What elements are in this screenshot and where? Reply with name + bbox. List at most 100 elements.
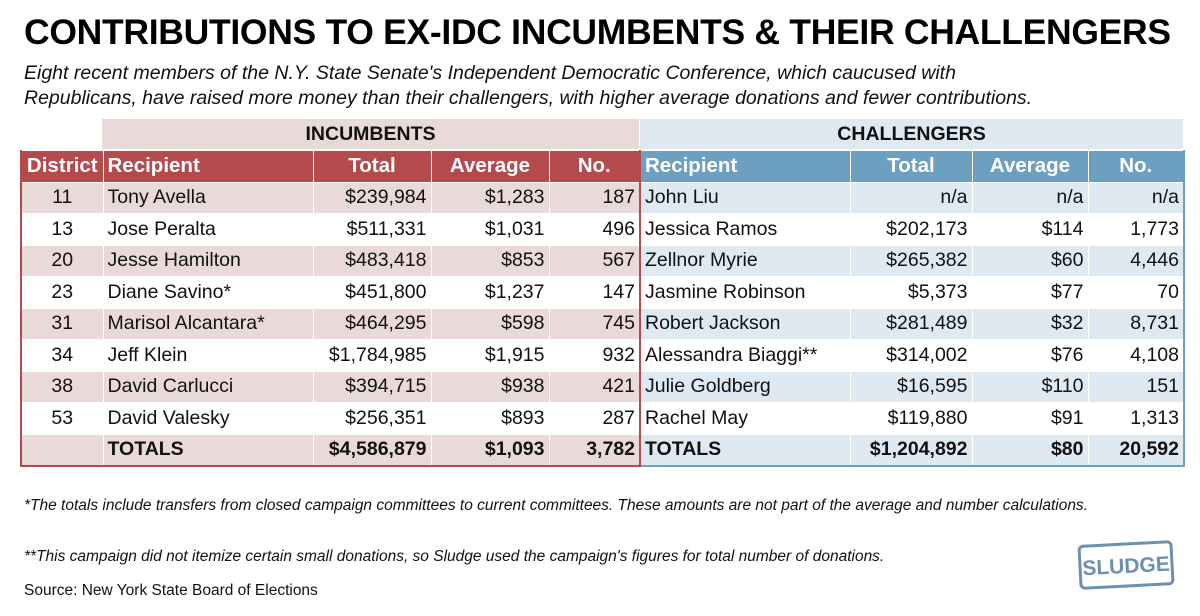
footnote-2: **This campaign did not itemize certain …	[24, 548, 885, 565]
district-cell: 23	[20, 276, 104, 309]
district-cell: 11	[20, 181, 104, 214]
header-incumbent-number: No.	[548, 150, 641, 183]
challenger-average-cell: $77	[971, 276, 1089, 309]
chart-title: CONTRIBUTIONS TO EX-IDC INCUMBENTS & THE…	[24, 12, 1171, 52]
incumbent-number-cell: 287	[548, 402, 641, 435]
incumbent-number-cell: 147	[548, 276, 641, 309]
challenger-number-cell: 8,731	[1087, 307, 1185, 340]
header-challenger-recipient: Recipient	[639, 150, 851, 183]
district-cell: 34	[20, 339, 104, 372]
incumbent-totals-total: $4,586,879	[312, 433, 432, 467]
incumbent-number-cell: 567	[548, 244, 641, 277]
incumbent-total-cell: $1,784,985	[312, 339, 432, 372]
header-incumbent-average: Average	[430, 150, 550, 183]
challenger-number-cell: 4,108	[1087, 339, 1185, 372]
challenger-name-cell: Julie Goldberg	[639, 370, 851, 403]
incumbent-totals-label: TOTALS	[102, 433, 314, 467]
challenger-average-cell: n/a	[971, 181, 1089, 214]
table-row: 13 Jose Peralta $511,331 $1,031 496 Jess…	[20, 213, 1185, 246]
table-row: 38 David Carlucci $394,715 $938 421 Juli…	[20, 370, 1185, 403]
challenger-total-cell: $119,880	[849, 402, 973, 435]
district-cell: 13	[20, 213, 104, 246]
incumbent-number-cell: 745	[548, 307, 641, 340]
header-challenger-average: Average	[971, 150, 1089, 183]
challenger-totals-average: $80	[971, 433, 1089, 467]
challenger-totals-label: TOTALS	[639, 433, 851, 467]
challenger-total-cell: $314,002	[849, 339, 973, 372]
header-incumbent-total: Total	[312, 150, 432, 183]
incumbent-name-cell: Jose Peralta	[102, 213, 314, 246]
challenger-average-cell: $114	[971, 213, 1089, 246]
incumbent-average-cell: $853	[430, 244, 550, 277]
challenger-name-cell: Zellnor Myrie	[639, 244, 851, 277]
contributions-table: District Recipient Total Average No. Rec…	[20, 150, 1185, 467]
incumbent-name-cell: Tony Avella	[102, 181, 314, 214]
challenger-total-cell: $5,373	[849, 276, 973, 309]
header-challenger-total: Total	[849, 150, 973, 183]
table-row: 34 Jeff Klein $1,784,985 $1,915 932 Ales…	[20, 339, 1185, 372]
totals-row: TOTALS $4,586,879 $1,093 3,782 TOTALS $1…	[20, 433, 1185, 467]
incumbent-average-cell: $893	[430, 402, 550, 435]
incumbent-total-cell: $394,715	[312, 370, 432, 403]
district-cell: 38	[20, 370, 104, 403]
challenger-total-cell: n/a	[849, 181, 973, 214]
table-row: 31 Marisol Alcantara* $464,295 $598 745 …	[20, 307, 1185, 340]
sludge-logo-text: SLUDGE	[1082, 553, 1171, 581]
group-header-row: INCUMBENTS CHALLENGERS	[20, 119, 1183, 149]
incumbent-name-cell: David Valesky	[102, 402, 314, 435]
incumbent-average-cell: $1,283	[430, 181, 550, 214]
challenger-total-cell: $265,382	[849, 244, 973, 277]
challenger-totals-total: $1,204,892	[849, 433, 973, 467]
header-incumbent-recipient: Recipient	[102, 150, 314, 183]
incumbent-total-cell: $451,800	[312, 276, 432, 309]
challenger-name-cell: Rachel May	[639, 402, 851, 435]
subtitle: Eight recent members of the N.Y. State S…	[24, 61, 1184, 111]
incumbent-number-cell: 496	[548, 213, 641, 246]
challenger-number-cell: 1,773	[1087, 213, 1185, 246]
column-header-row: District Recipient Total Average No. Rec…	[20, 150, 1185, 183]
incumbent-number-cell: 932	[548, 339, 641, 372]
table-row: 23 Diane Savino* $451,800 $1,237 147 Jas…	[20, 276, 1185, 309]
challenger-average-cell: $60	[971, 244, 1089, 277]
challenger-name-cell: Robert Jackson	[639, 307, 851, 340]
challenger-name-cell: Alessandra Biaggi**	[639, 339, 851, 372]
challenger-average-cell: $110	[971, 370, 1089, 403]
subtitle-line-1: Eight recent members of the N.Y. State S…	[24, 62, 956, 84]
incumbent-totals-average: $1,093	[430, 433, 550, 467]
source-note: Source: New York State Board of Election…	[24, 582, 318, 599]
challenger-number-cell: 70	[1087, 276, 1185, 309]
incumbent-name-cell: Marisol Alcantara*	[102, 307, 314, 340]
incumbent-name-cell: David Carlucci	[102, 370, 314, 403]
table-row: 53 David Valesky $256,351 $893 287 Rache…	[20, 402, 1185, 435]
subtitle-line-2: Republicans, have raised more money than…	[24, 87, 1033, 109]
challenger-total-cell: $281,489	[849, 307, 973, 340]
district-cell: 53	[20, 402, 104, 435]
challenger-total-cell: $16,595	[849, 370, 973, 403]
incumbent-average-cell: $1,031	[430, 213, 550, 246]
sludge-logo: SLUDGE	[1077, 540, 1175, 590]
challenger-totals-number: 20,592	[1087, 433, 1185, 467]
challenger-average-cell: $91	[971, 402, 1089, 435]
challenger-number-cell: n/a	[1087, 181, 1185, 214]
challenger-number-cell: 151	[1087, 370, 1185, 403]
contributions-table-container: INCUMBENTS CHALLENGERS District Recipien…	[20, 119, 1185, 471]
incumbent-total-cell: $511,331	[312, 213, 432, 246]
footnote-1: *The totals include transfers from close…	[24, 497, 1088, 514]
header-challenger-number: No.	[1087, 150, 1185, 183]
incumbent-total-cell: $256,351	[312, 402, 432, 435]
district-cell: 20	[20, 244, 104, 277]
incumbent-total-cell: $239,984	[312, 181, 432, 214]
table-row: 11 Tony Avella $239,984 $1,283 187 John …	[20, 181, 1185, 214]
challenger-name-cell: John Liu	[639, 181, 851, 214]
incumbent-total-cell: $464,295	[312, 307, 432, 340]
challenger-number-cell: 1,313	[1087, 402, 1185, 435]
challenger-name-cell: Jasmine Robinson	[639, 276, 851, 309]
incumbent-name-cell: Jesse Hamilton	[102, 244, 314, 277]
incumbent-average-cell: $1,237	[430, 276, 550, 309]
challenger-average-cell: $32	[971, 307, 1089, 340]
incumbent-number-cell: 421	[548, 370, 641, 403]
challenger-total-cell: $202,173	[849, 213, 973, 246]
header-district: District	[20, 150, 104, 183]
totals-district-cell	[20, 433, 104, 467]
challenger-name-cell: Jessica Ramos	[639, 213, 851, 246]
